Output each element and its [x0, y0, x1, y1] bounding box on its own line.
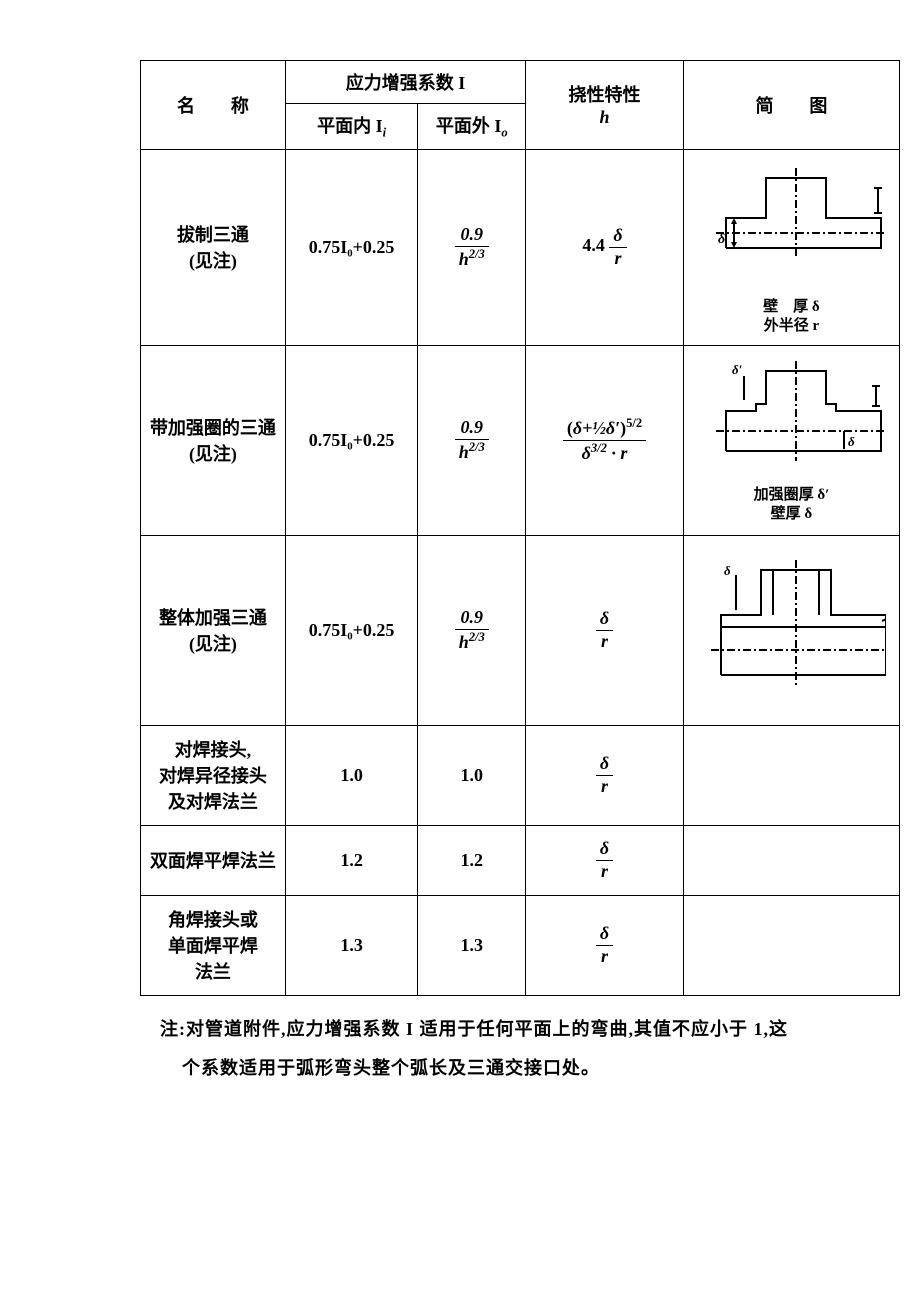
tee-integral-diagram: δ: [696, 555, 886, 705]
outplane-text: 平面外 I: [436, 116, 502, 136]
col-stress-header: 应力增强系数 I: [285, 61, 525, 104]
row5-name: 角焊接头或 单面焊平焊 法兰: [141, 895, 286, 995]
svg-text:δ: δ: [718, 232, 725, 247]
row1-h-den: δ3/2 · r: [563, 441, 646, 465]
row3-h-num: δ: [596, 753, 613, 776]
row3-io: 1.0: [418, 725, 526, 825]
row4-fig: [683, 825, 899, 895]
row0-fig-label: 壁 厚 δ 外半径 r: [688, 298, 895, 337]
row0-h-den: r: [609, 248, 626, 270]
row3-h: δ r: [526, 725, 684, 825]
row3-h-den: r: [596, 776, 613, 798]
row3-name: 对焊接头, 对焊异径接头 及对焊法兰: [141, 725, 286, 825]
row3-fig: [683, 725, 899, 825]
table-row: 对焊接头, 对焊异径接头 及对焊法兰 1.0 1.0 δ r: [141, 725, 900, 825]
row2-io-num: 0.9: [455, 607, 489, 630]
row2-name: 整体加强三通 (见注): [141, 535, 286, 725]
row1-h-num: (δ+½δ′)5/2: [563, 416, 646, 441]
table-row: 拔制三通 (见注) 0.75I₀+0.25 0.9 h2/3 4.4 δ r: [141, 149, 900, 345]
row0-name: 拔制三通 (见注): [141, 149, 286, 345]
row0-fig: δ 壁 厚 δ 外半径 r: [683, 149, 899, 345]
row1-io-den: h2/3: [455, 440, 489, 464]
row1-fig: δ′ δ 加强圈厚 δ′ 壁厚 δ: [683, 345, 899, 535]
col-name-header: 名 称: [141, 61, 286, 150]
row0-io-num: 0.9: [455, 224, 489, 247]
flex-label: 挠性特性: [569, 85, 641, 105]
table-row: 角焊接头或 单面焊平焊 法兰 1.3 1.3 δ r: [141, 895, 900, 995]
note-line2: 个系数适用于弧形弯头整个弧长及三通交接口处。: [182, 1058, 600, 1078]
svg-text:δ′: δ′: [732, 362, 743, 377]
tee-drawn-diagram: δ: [696, 158, 886, 298]
svg-text:δ: δ: [848, 434, 855, 449]
table-row: 整体加强三通 (见注) 0.75I₀+0.25 0.9 h2/3 δ r: [141, 535, 900, 725]
col-outplane-header: 平面外 Io: [418, 104, 526, 150]
row5-h: δ r: [526, 895, 684, 995]
row2-h: δ r: [526, 535, 684, 725]
table-row: 双面焊平焊法兰 1.2 1.2 δ r: [141, 825, 900, 895]
row1-io: 0.9 h2/3: [418, 345, 526, 535]
row0-h-num: δ: [609, 225, 626, 248]
row1-h: (δ+½δ′)5/2 δ3/2 · r: [526, 345, 684, 535]
stress-header-text: 应力增强系数 I: [346, 73, 466, 93]
row0-io: 0.9 h2/3: [418, 149, 526, 345]
row1-name: 带加强圈的三通 (见注): [141, 345, 286, 535]
row4-io: 1.2: [418, 825, 526, 895]
row1-io-num: 0.9: [455, 417, 489, 440]
svg-text:δ: δ: [724, 563, 731, 578]
row3-ii: 1.0: [285, 725, 417, 825]
row2-fig: δ: [683, 535, 899, 725]
stress-coefficient-table: 名 称 应力增强系数 I 挠性特性 h 简 图 平面内 Ii 平面外 Io 拔制…: [140, 60, 900, 996]
row0-ii: 0.75I₀+0.25: [285, 149, 417, 345]
row5-h-den: r: [596, 946, 613, 968]
row5-h-num: δ: [596, 923, 613, 946]
inplane-sub: i: [383, 126, 387, 140]
col-flex-header: 挠性特性 h: [526, 61, 684, 150]
row2-h-num: δ: [596, 608, 613, 631]
tee-reinforced-diagram: δ′ δ: [696, 356, 886, 486]
inplane-text: 平面内 I: [317, 116, 383, 136]
note-line1: 对管道附件,应力增强系数 I 适用于任何平面上的弯曲,其值不应小于 1,这: [186, 1019, 788, 1039]
row2-io: 0.9 h2/3: [418, 535, 526, 725]
row2-h-den: r: [596, 631, 613, 653]
row5-ii: 1.3: [285, 895, 417, 995]
table-row: 带加强圈的三通 (见注) 0.75I₀+0.25 0.9 h2/3 (δ+½δ′…: [141, 345, 900, 535]
row4-h: δ r: [526, 825, 684, 895]
row0-h: 4.4 δ r: [526, 149, 684, 345]
row1-fig-label: 加强圈厚 δ′ 壁厚 δ: [688, 486, 895, 525]
flex-symbol: h: [600, 107, 610, 127]
note-prefix: 注:: [160, 1019, 186, 1039]
row0-h-prefix: 4.4: [582, 235, 605, 255]
col-fig-header: 简 图: [683, 61, 899, 150]
row4-ii: 1.2: [285, 825, 417, 895]
row2-io-den: h2/3: [455, 630, 489, 654]
outplane-sub: o: [501, 126, 507, 140]
row4-h-num: δ: [596, 838, 613, 861]
footnote: 注:对管道附件,应力增强系数 I 适用于任何平面上的弯曲,其值不应小于 1,这 …: [160, 1010, 880, 1089]
row1-ii: 0.75I₀+0.25: [285, 345, 417, 535]
row2-ii: 0.75I₀+0.25: [285, 535, 417, 725]
row5-io: 1.3: [418, 895, 526, 995]
col-inplane-header: 平面内 Ii: [285, 104, 417, 150]
row4-h-den: r: [596, 861, 613, 883]
row5-fig: [683, 895, 899, 995]
row0-io-den: h2/3: [455, 247, 489, 271]
row4-name: 双面焊平焊法兰: [141, 825, 286, 895]
